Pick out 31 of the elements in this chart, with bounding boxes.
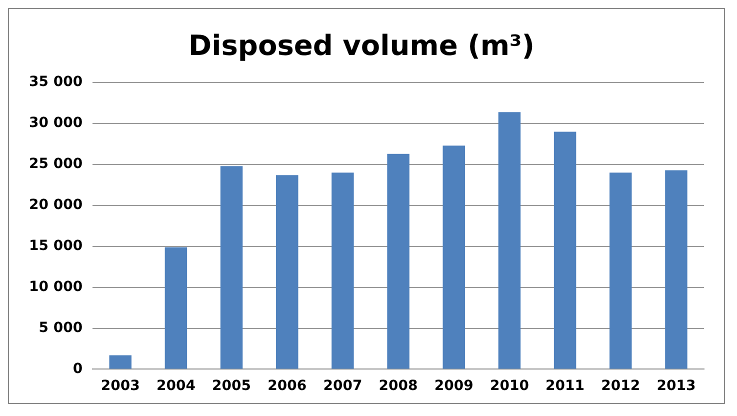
y-tick-label: 5 000 [38,320,83,336]
x-tick-label: 2005 [212,378,252,394]
y-tick-label: 0 [72,360,83,377]
x-tick-label: 2013 [656,378,696,394]
y-tick-label: 25 000 [28,156,83,172]
chart-title: Disposed volume (m³) [188,29,535,62]
x-tick-label: 2011 [546,378,585,394]
bar [220,166,243,369]
y-tick-label: 15 000 [28,238,83,254]
x-tick-label: 2006 [268,378,307,394]
bar [387,154,410,369]
x-tick-label: 2010 [490,378,530,394]
bar [332,172,354,369]
bar [498,112,521,369]
x-tick-label: 2004 [156,378,196,394]
y-tick-label: 30 000 [28,115,83,132]
bar [610,172,632,369]
y-tick-label: 20 000 [28,197,83,214]
bar [276,175,298,369]
x-tick-label: 2009 [434,378,474,394]
bar [665,170,688,369]
bar [442,146,465,369]
bar [554,132,576,369]
x-tick-label: 2007 [323,378,362,394]
bar [164,247,188,369]
bar [109,355,132,369]
x-tick-label: 2003 [100,378,140,394]
y-tick-label: 10 000 [28,278,83,295]
y-tick-label: 35 000 [28,74,83,90]
x-tick-label: 2008 [378,378,418,394]
x-tick-label: 2012 [601,378,640,394]
